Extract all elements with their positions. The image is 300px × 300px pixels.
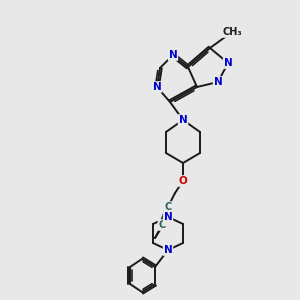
Text: N: N — [214, 77, 222, 87]
Text: N: N — [169, 50, 177, 60]
Text: CH₃: CH₃ — [222, 27, 242, 37]
Text: N: N — [153, 82, 161, 92]
Text: C: C — [164, 202, 172, 212]
Text: N: N — [164, 245, 172, 255]
Text: C: C — [158, 220, 166, 230]
Text: N: N — [224, 58, 232, 68]
Text: N: N — [164, 212, 172, 222]
Text: N: N — [178, 115, 188, 125]
Text: O: O — [178, 176, 188, 186]
